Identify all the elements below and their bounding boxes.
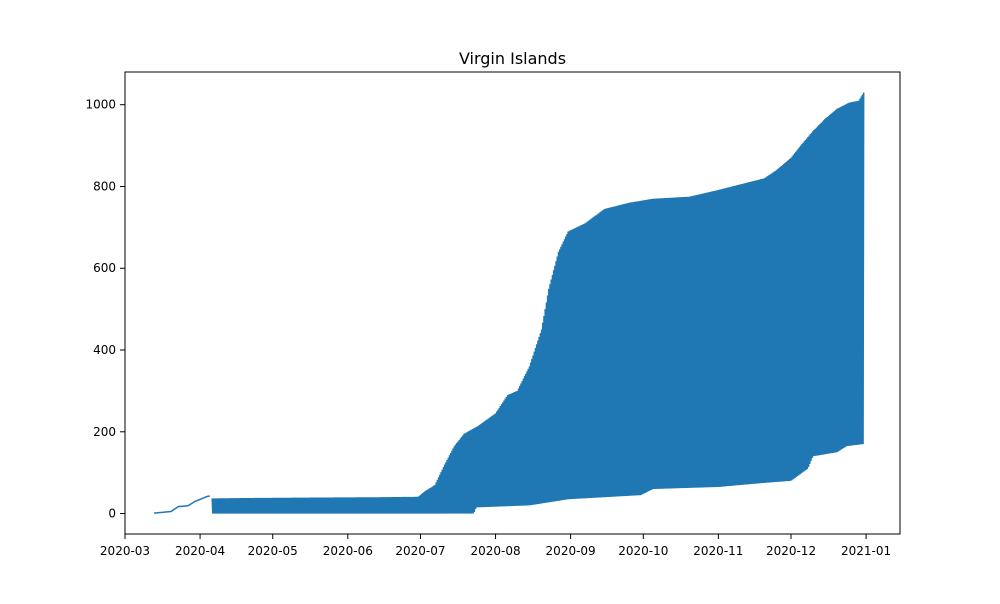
series-line-oscillating (211, 92, 865, 514)
y-axis: 0 200 400 600 800 1000 (85, 98, 125, 521)
x-tick-label-9: 2020-12 (766, 544, 816, 558)
chart-title: Virgin Islands (459, 49, 566, 68)
x-tick-label-7: 2020-10 (618, 544, 668, 558)
y-tick-label-5: 1000 (85, 98, 116, 112)
x-tick-label-10: 2021-01 (841, 544, 891, 558)
x-tick-label-6: 2020-09 (546, 544, 596, 558)
x-tick-label-1: 2020-04 (175, 544, 225, 558)
x-axis: 2020-03 2020-04 2020-05 2020-06 2020-07 2020-… (100, 534, 891, 558)
x-tick-label-3: 2020-06 (323, 544, 373, 558)
plot-area (153, 92, 865, 514)
y-tick-label-2: 400 (93, 343, 116, 357)
x-tick-label-2: 2020-05 (248, 544, 298, 558)
x-tick-label-5: 2020-08 (470, 544, 520, 558)
series-line-early (153, 495, 210, 514)
y-tick-label-0: 0 (108, 507, 116, 521)
y-tick-label-4: 800 (93, 179, 116, 193)
x-tick-label-8: 2020-11 (693, 544, 743, 558)
y-tick-label-3: 600 (93, 261, 116, 275)
plot-frame (124, 71, 901, 535)
x-tick-label-0: 2020-03 (100, 544, 150, 558)
y-tick-label-1: 200 (93, 425, 116, 439)
x-tick-label-4: 2020-07 (395, 544, 445, 558)
